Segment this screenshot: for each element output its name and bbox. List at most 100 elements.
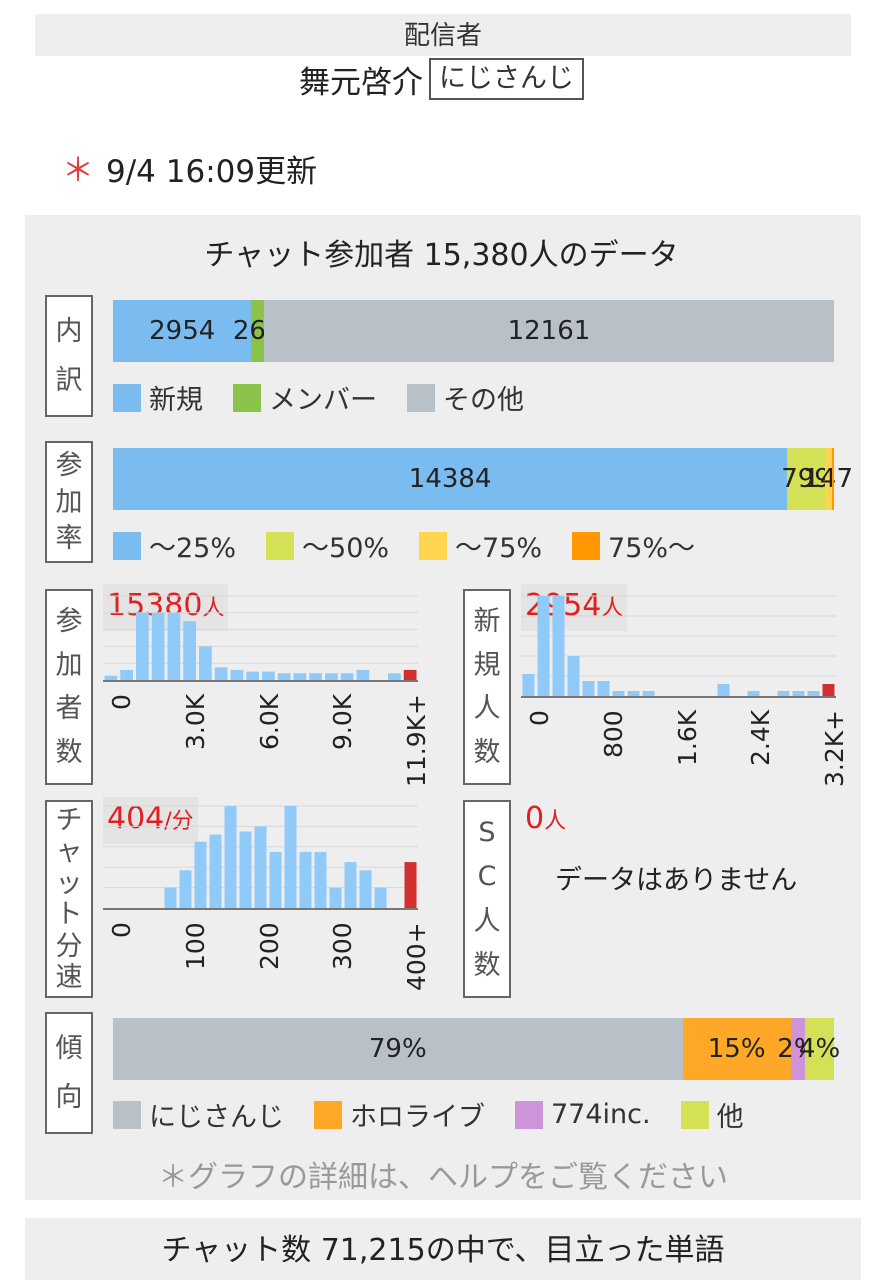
chat-speed-bar[interactable] [239,831,252,909]
participants-bar[interactable] [120,669,133,680]
chat-speed-bar[interactable] [224,806,237,908]
tendency-label: 傾向 [45,1012,93,1134]
participants-bar[interactable] [293,673,307,680]
streamer-group-tag[interactable]: にじさんじ [429,58,584,100]
chat-speed-bar[interactable] [209,834,222,908]
tendency-segment[interactable]: 4% [799,1018,840,1080]
help-note[interactable]: ＊グラフの詳細は、ヘルプをご覧ください [158,1160,728,1195]
new-viewers-bar[interactable] [537,596,550,696]
new-viewers-bar[interactable] [807,691,820,696]
participants-bar[interactable] [262,671,275,680]
chat-speed-bar[interactable] [269,851,282,908]
chat-speed-bar[interactable] [314,851,327,908]
participants-bar[interactable] [230,669,244,680]
participation-legend-item: ～75% [419,526,542,565]
participants-bar[interactable] [104,675,118,680]
chat-speed-bar[interactable] [329,887,342,908]
chat-speed-tick-label: 200 [254,922,284,970]
new-viewers-bar[interactable] [582,681,595,696]
chat-speed-tick-label: 300 [328,922,358,970]
participants-label-char: 数 [55,737,83,769]
chat-speed-bar[interactable] [404,862,417,908]
new-viewers-bar[interactable] [822,684,835,696]
participants-label-char: 加 [55,649,83,681]
participants-histogram[interactable] [103,590,418,682]
participants-bar[interactable] [136,612,149,680]
participants-tick-label: 3.0K [180,693,210,750]
new-viewers-bar[interactable] [522,674,535,696]
chat-speed-label-char: 速 [55,962,83,994]
chat-speed-bar[interactable] [299,851,312,908]
participants-bar[interactable] [388,673,401,680]
new-viewers-bar[interactable] [597,681,610,696]
chat-speed-bar[interactable] [359,870,372,908]
new-viewers-bar[interactable] [612,691,625,696]
new-viewers-bar[interactable] [627,691,640,696]
chat-speed-bar[interactable] [284,806,297,908]
chat-speed-ticks: 0 100 200 300 400+ [103,918,431,998]
chat-speed-histogram[interactable] [103,800,418,910]
participation-bar[interactable]: 14384 799 147 [113,448,853,510]
participation-segment[interactable] [831,448,834,510]
participation-legend: ～25% ～50% ～75% 75%～ [113,526,725,565]
participants-tick-label: 6.0K [254,693,284,750]
superchat-label-char: 人 [473,905,501,937]
chat-speed-bar[interactable] [194,841,207,908]
breakdown-legend-item: 新規 [113,378,203,417]
new-viewers-bar[interactable] [642,691,655,696]
new-viewers-label-char: 人 [473,693,501,725]
participants-bar[interactable] [214,667,228,680]
new-viewers-bar[interactable] [777,691,790,696]
breakdown-segment[interactable]: 2954 [113,300,252,362]
breakdown-segment[interactable]: 265 [233,300,283,362]
participation-segment[interactable]: 147 [803,448,853,510]
participants-bar[interactable] [325,673,338,680]
new-viewers-bar[interactable] [552,596,565,696]
breakdown-bar[interactable]: 2954 265 12161 [113,300,834,362]
new-viewers-bar[interactable] [792,691,805,696]
participation-label: 参加率 [45,441,93,563]
tendency-segment[interactable]: 79% [113,1018,683,1080]
participants-bar[interactable] [340,673,354,680]
streamer-name[interactable]: 舞元啓介 [299,64,423,101]
chat-speed-bar[interactable] [374,887,387,908]
new-viewers-histogram[interactable] [521,590,836,698]
participation-segment[interactable]: 799 [781,448,831,510]
participation-legend-item: ～50% [266,526,389,565]
participants-bar[interactable] [199,646,212,680]
participants-bar[interactable] [277,673,291,680]
chat-speed-label-char: チ [55,804,83,836]
chat-speed-bar[interactable] [164,887,177,908]
participants-bar[interactable] [246,671,259,680]
chat-speed-bar[interactable] [179,870,192,908]
participants-ticks: 0 3.0K 6.0K 9.0K 11.9K+ [103,690,431,790]
new-viewers-ticks: 0 800 1.6K 2.4K 3.2K+ [521,706,849,796]
participation-legend-item: 75%～ [572,526,695,565]
participation-label-char: 率 [55,522,83,554]
participants-bar[interactable] [151,612,165,680]
participation-label-char: 参 [55,450,83,482]
participation-segment[interactable]: 14384 [113,448,788,510]
tendency-label-char: 向 [55,1081,83,1113]
participants-tick-label: 9.0K [328,693,358,750]
new-viewers-bar[interactable] [747,691,760,696]
breakdown-segment[interactable]: 12161 [263,300,834,362]
tendency-legend-label: ホロライブ [350,1102,485,1133]
participants-bar[interactable] [167,612,181,680]
participants-label-char: 者 [55,693,83,725]
breakdown-legend-item: メンバー [233,378,377,417]
chat-speed-bar[interactable] [254,826,267,908]
chat-speed-bar[interactable] [344,862,357,908]
tendency-bar[interactable]: 79% 15% 2% 4% [113,1018,840,1080]
participants-bar[interactable] [356,669,370,680]
streamer-name-row: 舞元啓介 にじさんじ [0,56,883,102]
new-viewers-bar[interactable] [717,684,730,696]
chat-speed-label: チャット分速 [45,800,93,998]
participants-bar[interactable] [183,621,196,680]
participants-label-char: 参 [55,605,83,637]
tendency-segment[interactable]: 15% [682,1018,791,1080]
participants-bar[interactable] [403,669,417,680]
participants-bar[interactable] [309,673,322,680]
new-viewers-bar[interactable] [567,656,580,696]
